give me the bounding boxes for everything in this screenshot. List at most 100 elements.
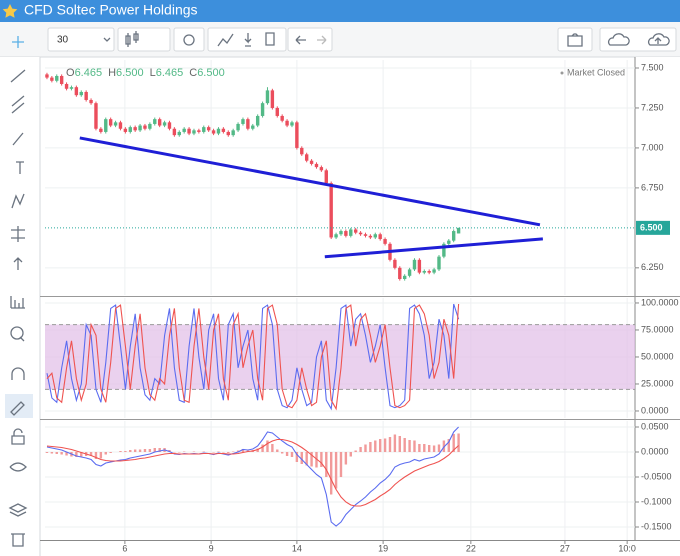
interval-caret[interactable] bbox=[103, 37, 111, 42]
histogram-bar bbox=[305, 452, 308, 466]
snapshot-button[interactable] bbox=[557, 27, 593, 52]
histogram-bar bbox=[300, 452, 303, 464]
candle-body bbox=[45, 74, 49, 78]
candle-body bbox=[334, 234, 338, 238]
candle-body bbox=[211, 130, 216, 134]
ohlc-legend: O6.465 H6.500 L6.465 C6.500 bbox=[66, 67, 225, 79]
histogram-bar bbox=[349, 452, 352, 457]
header-title: CFD Soltec Power Holdings bbox=[24, 2, 198, 18]
histogram-bar bbox=[55, 452, 58, 454]
candle-body bbox=[260, 103, 265, 116]
candle-body bbox=[187, 128, 191, 134]
candle-body bbox=[182, 128, 186, 132]
crosshair-tool[interactable] bbox=[12, 36, 24, 48]
histogram-bar bbox=[231, 451, 235, 452]
histogram-bar bbox=[212, 452, 215, 453]
histogram-bar bbox=[437, 444, 441, 452]
histogram-bar bbox=[378, 439, 382, 452]
histogram-bar bbox=[339, 452, 343, 477]
interval-button[interactable] bbox=[47, 27, 115, 52]
candle-body bbox=[59, 75, 64, 84]
histogram-bar bbox=[423, 444, 426, 452]
measure-tools[interactable] bbox=[10, 296, 25, 342]
candle-body bbox=[373, 234, 377, 238]
ohlc-legend-value: 6.500 bbox=[197, 67, 225, 79]
ohlc-legend-value: 6.465 bbox=[156, 67, 184, 79]
histogram-bar bbox=[75, 452, 78, 457]
histogram-bar bbox=[236, 450, 240, 452]
histogram-bar bbox=[158, 448, 161, 452]
histogram-bar bbox=[241, 449, 245, 452]
ohlc-legend-key: H bbox=[108, 67, 116, 79]
candle-body bbox=[236, 123, 240, 131]
candle-body bbox=[402, 275, 407, 280]
candle-body bbox=[216, 128, 221, 134]
histogram-bar bbox=[457, 433, 460, 452]
candle-body bbox=[319, 167, 324, 171]
trend-line bbox=[324, 237, 543, 259]
candle-body bbox=[206, 127, 211, 131]
histogram-bar bbox=[452, 434, 455, 452]
histogram-bar bbox=[315, 452, 318, 468]
candle-body bbox=[324, 170, 328, 184]
histogram-bar bbox=[295, 452, 299, 462]
histogram-bar bbox=[408, 440, 411, 452]
indicator-line bbox=[46, 303, 460, 411]
histogram-bar bbox=[94, 452, 98, 459]
indicator-line bbox=[46, 438, 459, 507]
candle-body bbox=[69, 87, 74, 89]
histogram-bar bbox=[290, 452, 294, 457]
y-tick-label: 7.500 bbox=[641, 62, 664, 72]
candle-body bbox=[157, 119, 162, 126]
histogram-bar bbox=[418, 444, 421, 452]
y-tick-label: 6.750 bbox=[641, 182, 664, 192]
histogram-bar bbox=[119, 451, 122, 452]
histogram-bar bbox=[129, 450, 132, 452]
histogram-bar bbox=[432, 445, 436, 452]
x-tick-label: 19 bbox=[378, 543, 388, 553]
histogram-bar bbox=[133, 449, 137, 452]
candle-body bbox=[197, 130, 201, 132]
candle-body bbox=[108, 119, 113, 126]
candle-body bbox=[104, 119, 108, 132]
chart-style-button[interactable] bbox=[117, 27, 171, 52]
settings-button[interactable] bbox=[173, 27, 205, 52]
candle-body bbox=[64, 83, 69, 89]
candle-body bbox=[94, 103, 98, 129]
undo-redo-button[interactable] bbox=[287, 27, 333, 52]
candle-body bbox=[221, 128, 226, 132]
candle-body bbox=[314, 163, 319, 168]
market-status: Market Closed bbox=[567, 67, 625, 77]
x-tick-label: 14 bbox=[292, 543, 302, 553]
candle-body bbox=[231, 130, 235, 136]
y-tick-label: -0.0500 bbox=[641, 471, 672, 481]
histogram-bar bbox=[383, 438, 387, 452]
candle-body bbox=[270, 90, 275, 108]
histogram-bar bbox=[182, 451, 186, 452]
sidebar-tools[interactable] bbox=[8, 367, 28, 547]
cloud-buttons[interactable] bbox=[599, 27, 677, 52]
histogram-bar bbox=[202, 451, 205, 452]
candle-body bbox=[138, 125, 142, 131]
y-tick-label: -0.1000 bbox=[641, 496, 672, 506]
candle-body bbox=[246, 119, 250, 129]
histogram-bar bbox=[364, 444, 367, 452]
candle-body bbox=[280, 115, 284, 121]
histogram-bar bbox=[388, 437, 392, 452]
indicator-line bbox=[46, 303, 460, 411]
header-bar bbox=[0, 0, 680, 22]
drawing-tools[interactable] bbox=[10, 69, 26, 270]
favorite-star[interactable] bbox=[2, 4, 18, 18]
candle-body bbox=[447, 240, 451, 244]
y-tick-label: 6.250 bbox=[641, 262, 664, 272]
candle-body bbox=[143, 125, 147, 129]
candle-body bbox=[344, 231, 348, 236]
x-tick-label: 9 bbox=[209, 543, 214, 553]
candle-body bbox=[383, 239, 387, 244]
histogram-bar bbox=[393, 434, 397, 452]
y-tick-label: 100.0000 bbox=[641, 297, 679, 307]
histogram-bar bbox=[325, 452, 328, 477]
histogram-bar bbox=[60, 452, 63, 455]
candle-body bbox=[422, 271, 426, 273]
